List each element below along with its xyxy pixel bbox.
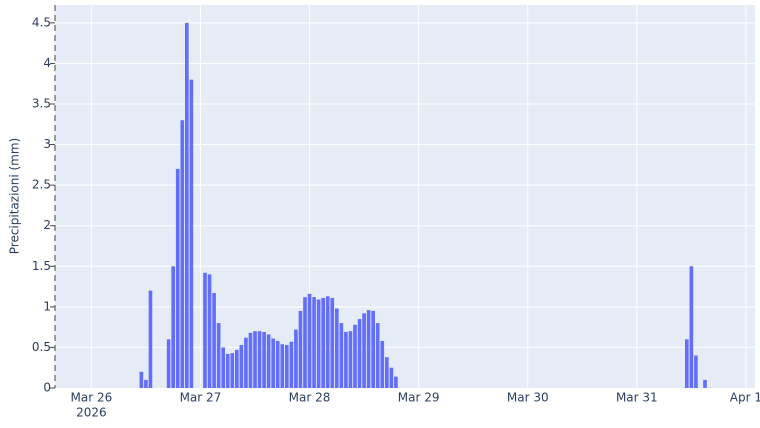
x-tick-label: Mar 30 [507, 391, 549, 405]
y-tick-label: 3.5 [32, 96, 51, 110]
bar [394, 376, 398, 388]
bar [366, 310, 371, 388]
bar [185, 22, 189, 389]
bar [275, 340, 280, 388]
bar [357, 319, 362, 388]
bar [280, 344, 285, 388]
bar [303, 297, 307, 388]
bar [221, 347, 225, 388]
y-tick-label: 4.5 [32, 15, 51, 29]
bar [335, 308, 339, 388]
bar [144, 379, 148, 388]
y-tick-label: 0 [43, 381, 51, 395]
y-tick-label: 2.5 [32, 178, 51, 192]
y-tick-label: 1 [43, 299, 51, 313]
bar [271, 338, 275, 388]
bar [262, 332, 266, 388]
x-tick-label: Mar 26 [70, 391, 112, 405]
bar [307, 293, 312, 388]
bar [175, 168, 180, 388]
bar [189, 79, 194, 389]
y-tick-label: 4 [43, 56, 51, 70]
y-tick-label: 1.5 [32, 259, 51, 273]
x-tick-label: Mar 27 [180, 391, 222, 405]
bar [203, 272, 207, 388]
y-tick-label: 2 [43, 218, 51, 232]
bar [375, 323, 380, 388]
bar [139, 371, 144, 388]
bar [248, 332, 253, 388]
bar [207, 274, 212, 388]
bar [294, 329, 298, 388]
y-tick-label: 0.5 [32, 340, 51, 354]
bar [180, 120, 185, 388]
bar [694, 355, 698, 388]
bar [321, 297, 325, 388]
bar [316, 299, 321, 388]
bar [362, 313, 366, 388]
bar [244, 337, 248, 388]
x-tick-label: Mar 31 [616, 391, 658, 405]
bar [298, 310, 303, 388]
bar [225, 353, 230, 388]
bar [348, 331, 353, 388]
x-tick-sublabel: 2026 [76, 406, 107, 420]
bar [212, 293, 216, 388]
bar [166, 339, 171, 388]
x-tick-label: Mar 29 [398, 391, 440, 405]
bar [289, 341, 294, 388]
bar [380, 340, 385, 388]
bar [257, 331, 262, 388]
bar [689, 266, 694, 388]
bar [703, 379, 707, 388]
bar [285, 344, 289, 388]
y-axis-title: Precipitazioni (mm) [8, 138, 22, 255]
bar [235, 349, 239, 388]
bar [685, 339, 689, 388]
bar [385, 357, 389, 388]
bar [330, 297, 335, 388]
bar [239, 344, 244, 388]
bar [353, 324, 357, 388]
bar [216, 323, 221, 388]
bar [253, 331, 257, 388]
x-tick-label: Mar 28 [289, 391, 331, 405]
bar [325, 296, 330, 388]
bar [171, 266, 175, 388]
bar [266, 334, 271, 388]
bar [312, 297, 316, 388]
x-tick-label: Apr 1 [730, 391, 760, 405]
bar [148, 290, 153, 388]
bar [339, 323, 344, 388]
bar [230, 353, 235, 388]
bar [344, 332, 348, 388]
y-tick-label: 3 [43, 137, 51, 151]
bar [371, 310, 375, 388]
bar [389, 367, 394, 388]
plot-area [55, 5, 755, 388]
